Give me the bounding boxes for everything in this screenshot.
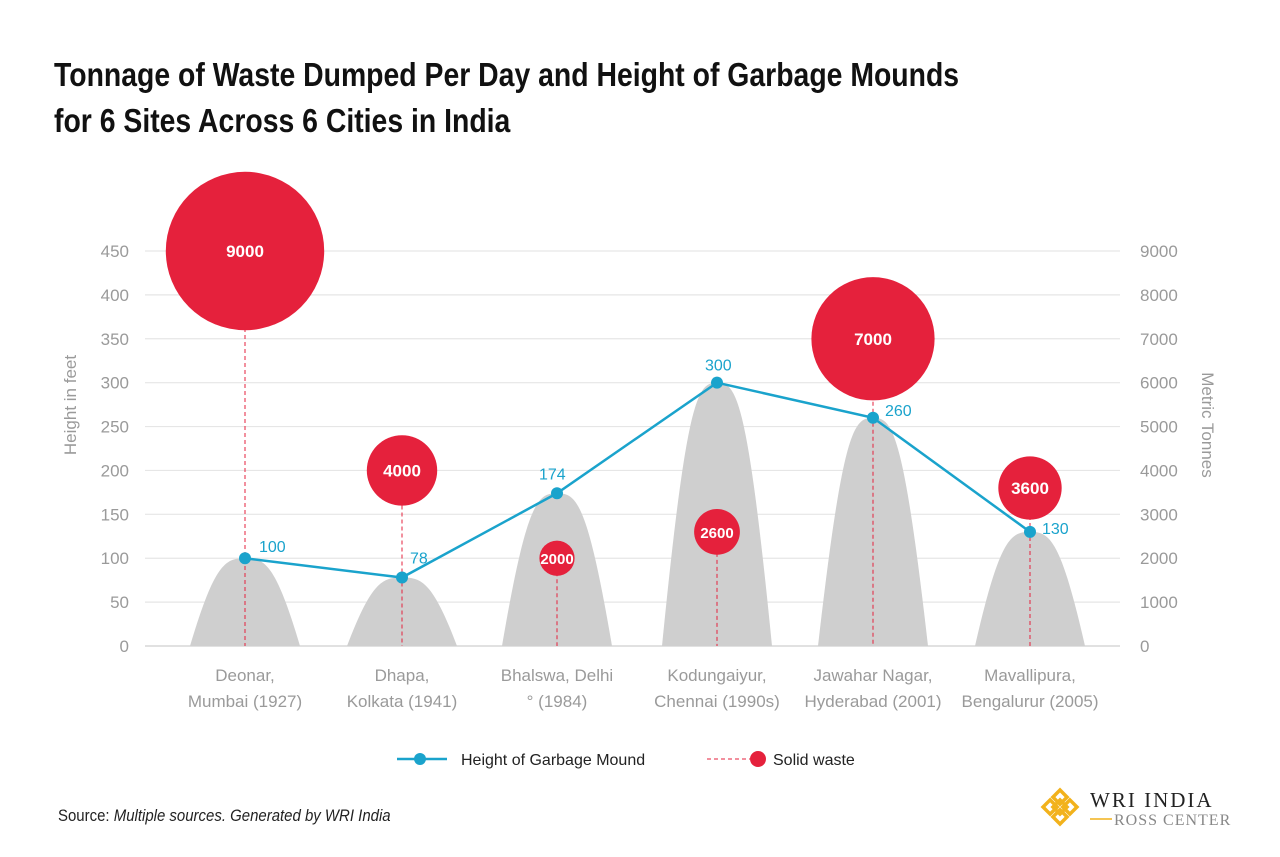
x-category-label: Mumbai (1927) [188, 692, 302, 711]
solid-waste-bubble [811, 277, 935, 401]
solid-waste-bubble [366, 435, 438, 506]
right-tick-label: 4000 [1140, 461, 1178, 480]
left-tick-label: 100 [101, 549, 129, 568]
left-tick-label: 400 [101, 286, 129, 305]
solid-waste-value-label: 9000 [226, 242, 264, 261]
right-tick-label: 3000 [1140, 505, 1178, 524]
title-line-1: Tonnage of Waste Dumped Per Day and Heig… [54, 56, 960, 93]
solid-waste-value-label: 2600 [700, 525, 733, 542]
right-tick-label: 7000 [1140, 330, 1178, 349]
left-tick-label: 200 [101, 461, 129, 480]
height-point [867, 411, 879, 424]
logo-graphic: WRI INDIA ROSS CENTER [1040, 787, 1231, 829]
legend-waste-label: Solid waste [773, 752, 855, 769]
solid-waste-value-label: 7000 [854, 330, 892, 349]
height-value-label: 78 [410, 551, 428, 568]
left-tick-label: 150 [101, 505, 129, 524]
right-tick-label: 6000 [1140, 374, 1178, 393]
right-tick-label: 1000 [1140, 593, 1178, 612]
x-category-label: Deonar, [215, 666, 275, 685]
height-point [396, 571, 408, 584]
left-tick-label: 350 [101, 330, 129, 349]
source-text: Multiple sources. Generated by WRI India [113, 806, 391, 825]
solid-waste-bubble [539, 540, 575, 576]
left-tick-label: 0 [120, 637, 129, 656]
wri-india-logo: WRI INDIA ROSS CENTER [1040, 787, 1260, 836]
x-category-label: Bhalswa, Delhi [501, 666, 613, 685]
x-category-label: Mavallipura, [984, 666, 1076, 685]
legend-height-label: Height of Garbage Mound [461, 752, 645, 769]
height-point [551, 487, 563, 500]
height-point [1024, 525, 1036, 538]
height-line [244, 381, 1031, 579]
source-note: Source: Multiple sources. Generated by W… [58, 806, 391, 826]
legend-waste-marker [750, 751, 766, 767]
source-label: Source: [58, 806, 110, 825]
left-tick-label: 50 [110, 593, 129, 612]
svg-text:WRI INDIA: WRI INDIA [1090, 788, 1214, 812]
left-tick-label: 300 [101, 374, 129, 393]
svg-text:ROSS CENTER: ROSS CENTER [1114, 812, 1231, 829]
height-value-label: 300 [705, 358, 732, 375]
right-axis-label: Metric Tonnes [1198, 372, 1217, 478]
legend-height-marker [414, 753, 426, 765]
x-category-label: Kodungaiyur, [667, 666, 766, 685]
x-category-label: ° (1984) [527, 692, 588, 711]
solid-waste-bubble [694, 509, 740, 555]
mound [818, 417, 928, 646]
x-category-label: Kolkata (1941) [347, 692, 458, 711]
x-category-label: Hyderabad (2001) [804, 692, 941, 711]
x-category-label: Jawahar Nagar, [813, 666, 932, 685]
height-point [239, 552, 251, 565]
solid-waste-bubble [165, 171, 325, 331]
solid-waste-value-label: 4000 [383, 461, 421, 480]
left-tick-label: 250 [101, 418, 129, 437]
right-tick-label: 0 [1140, 637, 1149, 656]
left-tick-label: 450 [101, 242, 129, 261]
height-value-label: 260 [885, 403, 912, 420]
x-category-label: Bengalurur (2005) [961, 692, 1098, 711]
right-tick-label: 2000 [1140, 549, 1178, 568]
solid-waste-value-label: 2000 [540, 551, 573, 568]
height-point [711, 376, 723, 389]
x-category-label: Chennai (1990s) [654, 692, 780, 711]
chart-title: Tonnage of Waste Dumped Per Day and Heig… [54, 52, 959, 144]
left-axis-label: Height in feet [61, 355, 80, 455]
x-category-label: Dhapa, [375, 666, 430, 685]
height-value-label: 174 [539, 466, 566, 483]
height-value-label: 100 [259, 539, 286, 556]
right-tick-label: 8000 [1140, 286, 1178, 305]
height-value-label: 130 [1042, 521, 1069, 538]
title-line-2: for 6 Sites Across 6 Cities in India [54, 102, 511, 139]
right-tick-label: 5000 [1140, 418, 1178, 437]
right-tick-label: 9000 [1140, 242, 1178, 261]
solid-waste-bubble [998, 456, 1062, 520]
solid-waste-value-label: 3600 [1011, 479, 1049, 498]
